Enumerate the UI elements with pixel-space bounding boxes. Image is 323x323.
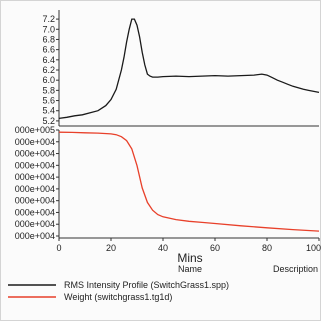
top-y-tick-label: 5.4: [42, 106, 55, 116]
x-tick-label: 20: [106, 243, 116, 253]
legend-header-description: Description: [273, 264, 318, 274]
x-axis-title: Mins: [177, 251, 202, 265]
top-y-tick-label: 7.2: [42, 14, 55, 24]
x-tick-label: 0: [56, 243, 61, 253]
top-y-tick-label: 6.0: [42, 75, 55, 85]
x-tick-label: 40: [158, 243, 168, 253]
x-tick-label: 60: [210, 243, 220, 253]
bottom-y-tick-label: 000e+004: [15, 231, 55, 241]
bottom-y-tick-label: 000e+004: [15, 160, 55, 170]
bottom-y-tick-label: 000e+005: [15, 125, 55, 135]
top-y-tick-labels: 7.27.06.86.66.46.26.05.85.65.45.2: [42, 14, 59, 126]
x-tick-label: 80: [262, 243, 272, 253]
rms-intensity-line: [58, 18, 320, 120]
bottom-y-tick-labels: 000e+005000e+004000e+004000e+004000e+004…: [15, 125, 59, 241]
bottom-y-tick-label: 000e+004: [15, 137, 55, 147]
x-tick-labels: 0 20 40 60 80 100: [56, 238, 321, 253]
top-y-tick-label: 5.6: [42, 96, 55, 106]
bottom-y-tick-label: 000e+004: [15, 149, 55, 159]
top-y-tick-label: 5.8: [42, 85, 55, 95]
top-y-tick-label: 5.2: [42, 116, 55, 126]
bottom-y-tick-label: 000e+004: [15, 219, 55, 229]
bottom-y-tick-label: 000e+004: [15, 184, 55, 194]
legend-label-rms: RMS Intensity Profile (SwitchGrass1.spp): [64, 280, 229, 290]
bottom-y-tick-label: 000e+004: [15, 207, 55, 217]
top-y-tick-label: 6.4: [42, 55, 55, 65]
legend-header-name: Name: [178, 264, 202, 274]
top-y-tick-label: 7.0: [42, 24, 55, 34]
bottom-y-tick-label: 000e+004: [15, 172, 55, 182]
bottom-y-tick-label: 000e+004: [15, 196, 55, 206]
weight-line: [58, 131, 320, 232]
top-y-tick-label: 6.8: [42, 34, 55, 44]
x-tick-label: 100: [306, 243, 321, 253]
legend-label-weight: Weight (switchgrass1.tg1d): [64, 292, 172, 302]
top-y-tick-label: 6.2: [42, 65, 55, 75]
top-y-tick-label: 6.6: [42, 45, 55, 55]
